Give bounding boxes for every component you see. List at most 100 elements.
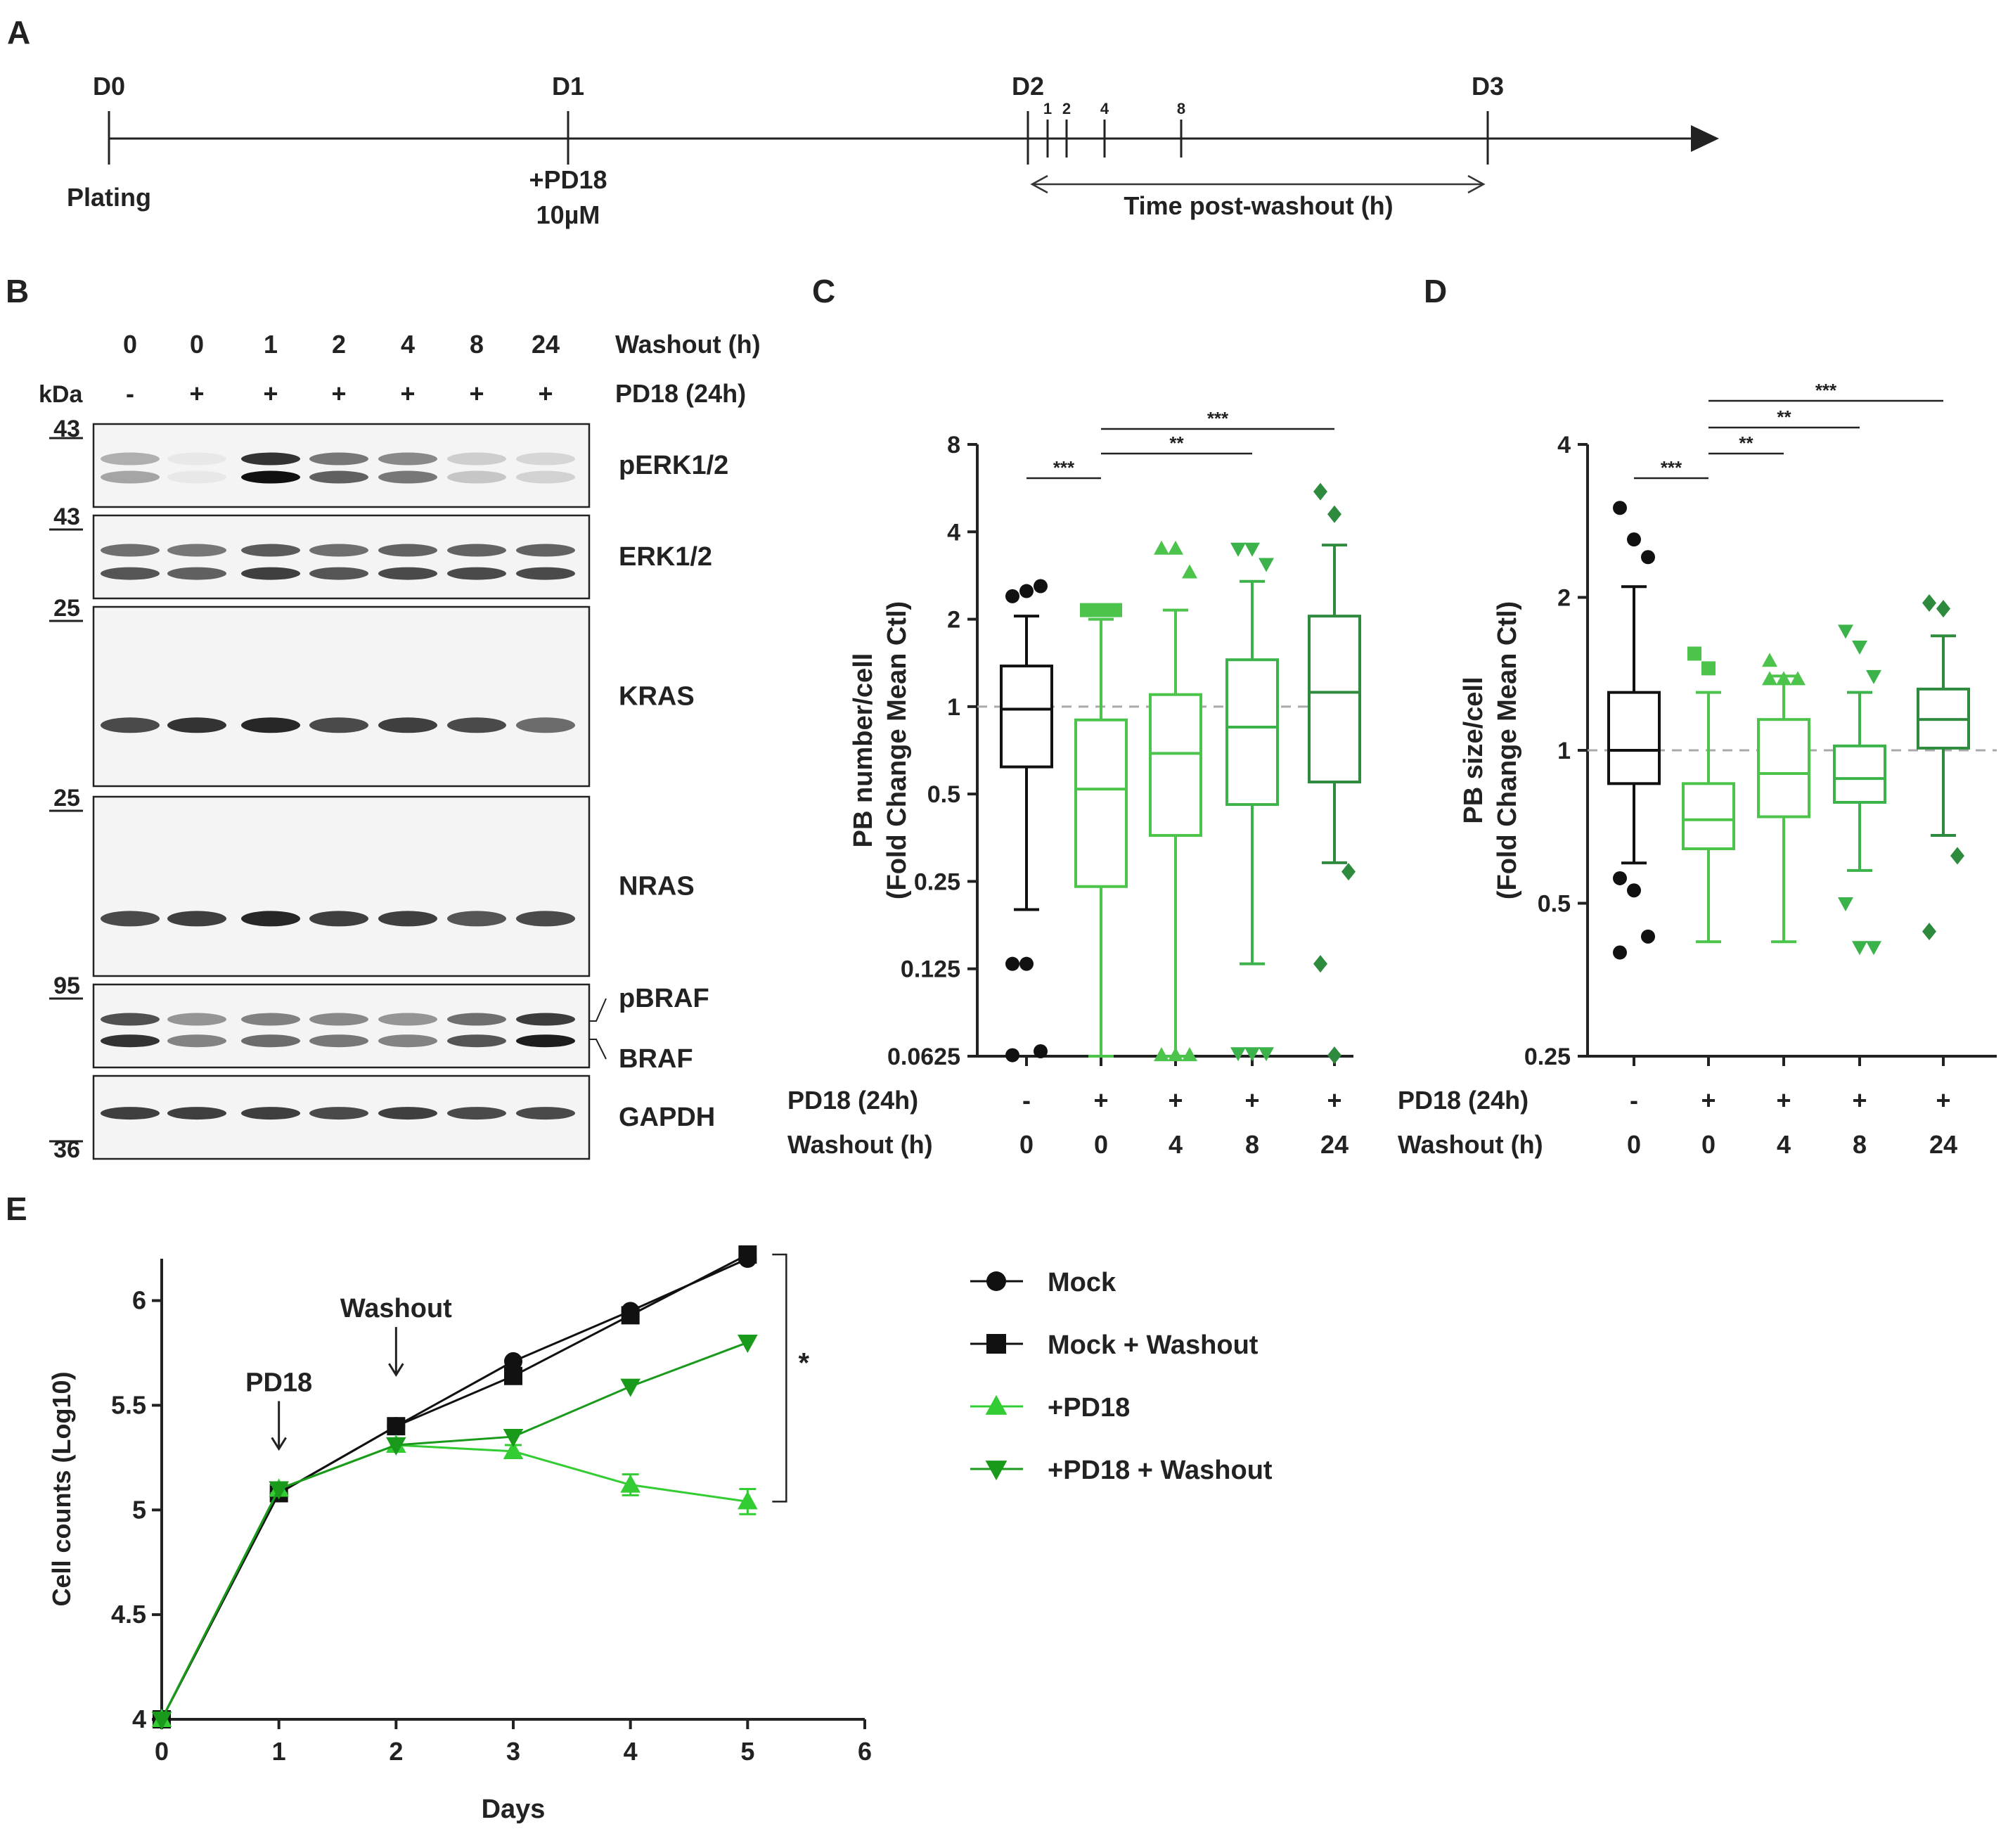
condition-row-label: Washout (h) xyxy=(787,1130,933,1159)
y-tick-label: 6 xyxy=(132,1286,146,1315)
significance-label: *** xyxy=(1207,408,1229,429)
pd18-value: + xyxy=(1852,1086,1867,1115)
blot-band xyxy=(516,911,575,927)
plating-label: Plating xyxy=(67,183,151,212)
condition-row-label: PD18 (24h) xyxy=(787,1086,918,1115)
treatment-label: +PD18 xyxy=(529,165,607,194)
y-tick-label: 0.25 xyxy=(1524,1044,1571,1070)
blot-strip xyxy=(92,795,591,977)
box-outlier xyxy=(1019,956,1034,971)
pd18-header: PD18 (24h) xyxy=(615,379,746,408)
box-outlier xyxy=(1182,1047,1197,1062)
blot-band xyxy=(378,470,437,484)
x-tick-label: 6 xyxy=(858,1737,872,1766)
x-tick-label: 2 xyxy=(389,1737,403,1766)
pd18-value: + xyxy=(1936,1086,1950,1115)
washout-value: 0 xyxy=(1094,1130,1108,1159)
lane-pd18-value: + xyxy=(331,379,346,408)
legend: Mock Mock + Washout +PD18 +PD18 + Washout xyxy=(970,1268,1273,1485)
legend-label: +PD18 + Washout xyxy=(1048,1456,1273,1485)
blot-pointer xyxy=(589,998,607,1022)
box-outlier xyxy=(1627,883,1641,898)
box-outlier xyxy=(1341,863,1356,881)
y-tick-label: 0.25 xyxy=(914,868,960,895)
blot-marker: 95 xyxy=(53,973,80,999)
box-outlier xyxy=(1627,532,1641,547)
box-iqr xyxy=(1074,718,1128,888)
significance-label: ** xyxy=(1169,432,1184,454)
box-outlier xyxy=(1094,603,1108,617)
box-outlier xyxy=(1005,956,1019,971)
data-point xyxy=(151,1711,172,1730)
blot-label: KRAS xyxy=(619,682,695,712)
box-outlier xyxy=(1168,540,1183,555)
blot-band xyxy=(378,567,437,580)
box-outlier xyxy=(1613,945,1627,960)
blot-band xyxy=(167,1107,226,1120)
data-point xyxy=(738,1245,757,1264)
y-tick-label: 4 xyxy=(1557,432,1571,458)
blot-band xyxy=(309,567,368,580)
y-tick-label: 4.5 xyxy=(111,1600,146,1629)
blot-marker: 43 xyxy=(53,503,80,530)
blot-band xyxy=(378,717,437,733)
blot-band xyxy=(309,1107,368,1120)
blot-band xyxy=(241,717,300,733)
blot-band xyxy=(447,544,506,557)
box-outlier xyxy=(1852,941,1867,956)
pd18-value: + xyxy=(1168,1086,1183,1115)
box-outlier xyxy=(1080,603,1094,617)
blot-band xyxy=(101,911,160,927)
washout-value: 4 xyxy=(1169,1130,1183,1159)
data-point xyxy=(738,1335,758,1354)
blot-band xyxy=(101,1034,160,1048)
box-outlier xyxy=(1244,542,1260,557)
blot-band xyxy=(516,544,575,557)
legend-marker xyxy=(985,1394,1008,1415)
box-outlier xyxy=(1701,661,1716,676)
blot-band xyxy=(167,452,226,466)
blot-band xyxy=(241,567,300,580)
blot-band xyxy=(101,717,160,733)
lane-washout-value: 0 xyxy=(190,330,204,359)
blot-band xyxy=(447,911,506,927)
panel-c: C 8 4 2 1 0.5 0.25 0.125 0.0625 PB number/cell (F… xyxy=(787,273,1361,1159)
panel-d-letter: D xyxy=(1424,273,1447,309)
data-point xyxy=(504,1352,522,1371)
box-group xyxy=(1607,501,1661,960)
blot-band xyxy=(309,1034,368,1048)
box-outlier xyxy=(1922,923,1936,941)
day-label-d1: D1 xyxy=(552,72,584,101)
box-outlier xyxy=(1790,671,1806,686)
box-group xyxy=(1682,646,1735,944)
y-tick-label: 8 xyxy=(947,432,960,458)
lane-pd18-value: + xyxy=(469,379,484,408)
blot-band xyxy=(241,470,300,484)
box-outlier xyxy=(1641,929,1655,944)
significance-label: * xyxy=(799,1348,810,1379)
lane-washout-value: 4 xyxy=(401,330,415,359)
day-label-d2: D2 xyxy=(1012,72,1044,101)
timeline-arrowhead xyxy=(1691,125,1719,152)
legend-marker xyxy=(986,1271,1006,1291)
lane-pd18-value: - xyxy=(126,379,134,408)
panel-a: A D0 D1 D2 D3 1 2 4 8 Plating +PD18 10µM… xyxy=(7,14,1719,229)
data-point xyxy=(503,1429,524,1448)
blot-band xyxy=(516,470,575,484)
series-group xyxy=(151,1435,758,1728)
box-group xyxy=(1833,624,1886,956)
x-tick-label: 3 xyxy=(506,1737,520,1766)
washout-value: 8 xyxy=(1245,1130,1259,1159)
data-point xyxy=(269,1481,289,1500)
blot-band xyxy=(309,911,368,927)
blot-strip xyxy=(92,423,591,508)
blot-band xyxy=(516,452,575,466)
y-tick-label: 0.0625 xyxy=(887,1044,960,1070)
box-outlier xyxy=(1687,646,1701,661)
blot-strip xyxy=(92,514,591,600)
box-outlier xyxy=(1244,1047,1260,1062)
data-point xyxy=(503,1440,524,1459)
data-point xyxy=(386,1437,406,1456)
hour-label-8: 8 xyxy=(1177,100,1185,117)
lane-washout-value: 24 xyxy=(532,330,560,359)
